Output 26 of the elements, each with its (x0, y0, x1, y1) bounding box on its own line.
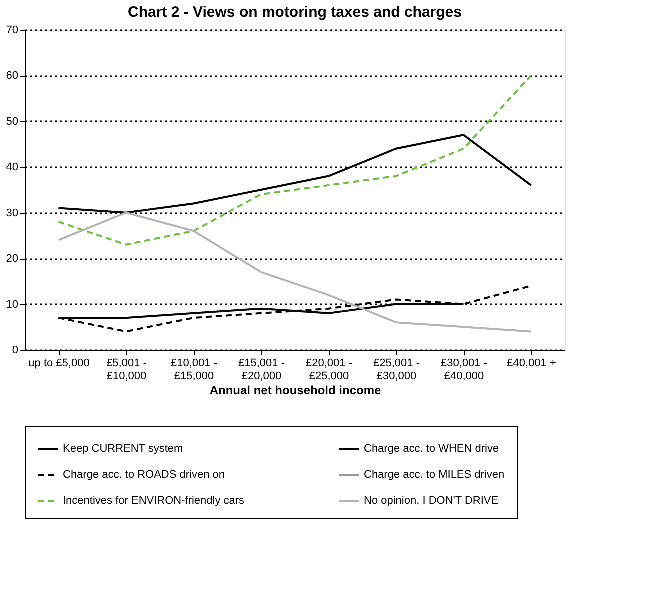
x-tick-label: £25,001 - £30,000 (374, 358, 420, 382)
y-tick-label: 60 (6, 70, 18, 82)
x-tick-label: £20,001 - £25,000 (306, 358, 353, 382)
y-tick-label: 70 (6, 24, 18, 36)
legend-label: Incentives for ENVIRON-friendly cars (63, 495, 246, 507)
x-tick-label: £5,001 - £10,000 (106, 358, 148, 382)
y-tick-label: 50 (6, 116, 18, 128)
y-tick-label: 40 (6, 162, 18, 174)
line-series (58, 74, 532, 246)
legend-label: Charge acc. to WHEN drive (364, 443, 500, 455)
x-tick-label: up to £5,000 (28, 358, 90, 370)
line-series (58, 212, 532, 333)
y-tick-label: 10 (6, 298, 18, 311)
y-tick-label: 30 (6, 207, 18, 220)
legend-label: Keep CURRENT system (63, 443, 184, 455)
x-tick-label: £15,001 - £20,000 (238, 358, 286, 382)
x-tick-label: £40,001 + (507, 358, 556, 370)
x-tick-label: £10,001 - £15,000 (171, 358, 218, 382)
legend-label: No opinion, I DON'T DRIVE (364, 495, 499, 507)
x-axis-title: Annual net household income (210, 384, 382, 398)
x-tick-label: £30,001 - £40,000 (441, 358, 488, 382)
y-tick-label: 0 (12, 344, 18, 356)
chart-title: Chart 2 - Views on motoring taxes and charges (128, 4, 462, 21)
legend-label: Charge acc. to ROADS driven on (63, 469, 226, 481)
y-tick-label: 20 (6, 253, 18, 266)
legend-label: Charge acc. to MILES driven (364, 469, 505, 481)
